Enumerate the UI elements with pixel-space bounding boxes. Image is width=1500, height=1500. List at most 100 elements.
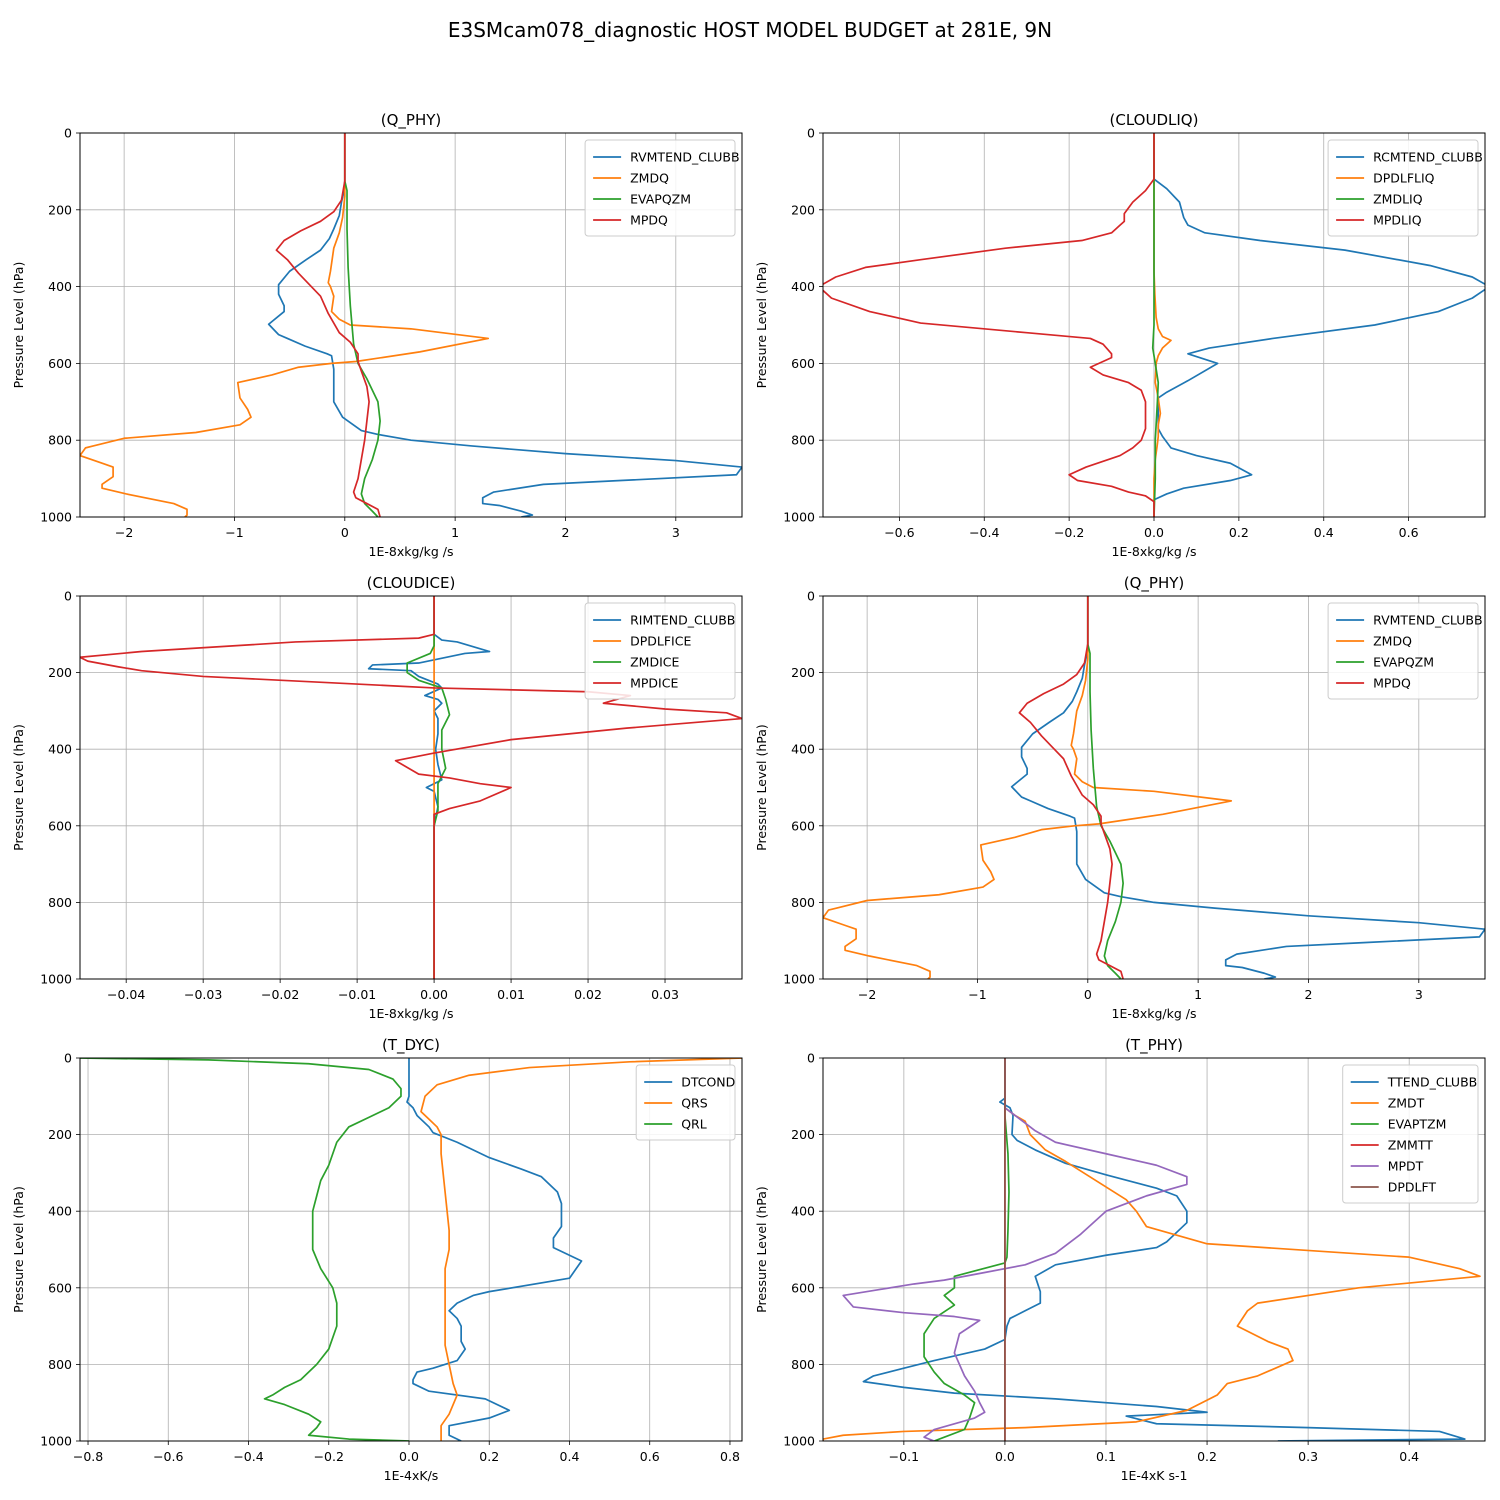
- y-tick-label: 1000: [40, 1434, 72, 1449]
- x-tick-label: 2: [1304, 987, 1312, 1002]
- series-line-ttend-clubb: [862, 1058, 1466, 1441]
- y-tick-label: 600: [791, 1280, 815, 1295]
- y-tick-label: 400: [791, 279, 815, 294]
- legend-label: MPDQ: [1373, 676, 1411, 691]
- legend-label: ZMDICE: [630, 655, 679, 670]
- x-tick-label: −0.4: [233, 1449, 263, 1464]
- legend-label: ZMMTT: [1388, 1138, 1434, 1153]
- y-tick-label: 200: [48, 202, 72, 217]
- legend-box: [1327, 139, 1479, 237]
- series-line-zmdq: [80, 133, 490, 517]
- series-line-qrs: [420, 1058, 742, 1441]
- y-tick-label: 800: [791, 895, 815, 910]
- subplot-4: −2 −1 0 1 2 3 0 200 400 600 800 1000 (Q_PHY) 1E-8xkg/…: [754, 574, 1486, 1021]
- y-tick-label: 600: [791, 356, 815, 371]
- subplot-title: (CLOUDICE): [367, 574, 456, 592]
- y-axis-label: Pressure Level (hPa): [11, 262, 26, 389]
- y-tick-label: 400: [48, 1204, 72, 1219]
- y-tick-label: 800: [48, 1357, 72, 1372]
- subplot-1: −2 −1 0 1 2 3 0 200 400 600 800 1000 (Q_PHY) 1E-8xkg/…: [11, 111, 743, 559]
- x-tick-label: 3: [1415, 987, 1423, 1002]
- x-tick-label: −0.4: [969, 525, 999, 540]
- x-tick-label: −1: [968, 987, 986, 1002]
- series-group: [80, 596, 742, 979]
- series-group: [823, 133, 1485, 517]
- legend-label: TTEND_CLUBB: [1387, 1075, 1478, 1090]
- y-tick-label: 0: [807, 1051, 815, 1066]
- x-tick-label: 1: [1194, 987, 1202, 1002]
- y-tick-label: 400: [48, 279, 72, 294]
- x-tick-label: −0.2: [1054, 525, 1084, 540]
- y-axis-label: Pressure Level (hPa): [754, 262, 769, 389]
- series-line-mpdice: [80, 596, 742, 979]
- legend-label: ZMDQ: [630, 171, 669, 186]
- y-tick-label: 1000: [40, 972, 72, 987]
- legend-label: EVAPQZM: [630, 192, 691, 207]
- series-group: [823, 1058, 1481, 1441]
- series-line-zmdq: [823, 596, 1233, 979]
- series-line-evaptzm: [923, 1058, 1010, 1441]
- legend-label: RVMTEND_CLUBB: [1373, 613, 1482, 628]
- y-tick-label: 800: [48, 433, 72, 448]
- legend: DTCOND QRS QRL: [635, 1064, 736, 1141]
- axes-frame: [822, 1057, 1486, 1442]
- x-tick-label: 0.0: [1144, 525, 1164, 540]
- series-line-zmdt: [823, 1058, 1481, 1441]
- axes-frame: [822, 595, 1486, 980]
- legend-label: QRS: [681, 1096, 708, 1111]
- y-axis-label: Pressure Level (hPa): [11, 1186, 26, 1313]
- x-tick-label: −0.6: [884, 525, 914, 540]
- y-tick-label: 1000: [40, 510, 72, 525]
- series-line-zmdliq: [1151, 133, 1160, 517]
- x-tick-label: −2: [858, 987, 876, 1002]
- subplot-6: −0.1 0.0 0.1 0.2 0.3 0.4 0 200 400 600 800 1000 (T_P…: [754, 1036, 1486, 1483]
- y-tick-label: 0: [807, 589, 815, 604]
- subplot-5: −0.8 −0.6 −0.4 −0.2 0.0 0.2 0.4 0.6 0.8 0 200 400 60…: [11, 1036, 743, 1483]
- legend-label: RVMTEND_CLUBB: [630, 150, 739, 165]
- axes-frame: [79, 595, 743, 980]
- x-tick-label: −0.02: [261, 987, 299, 1002]
- legend-label: QRL: [681, 1117, 707, 1132]
- y-tick-label: 0: [64, 1051, 72, 1066]
- x-tick-label: 0.02: [574, 987, 602, 1002]
- y-tick-label: 600: [48, 356, 72, 371]
- figure-suptitle: E3SMcam078_diagnostic HOST MODEL BUDGET …: [448, 18, 1052, 42]
- y-tick-label: 200: [791, 202, 815, 217]
- y-tick-label: 800: [48, 895, 72, 910]
- y-tick-label: 200: [48, 1127, 72, 1142]
- legend-label: MPDQ: [630, 213, 668, 228]
- x-axis-label: 1E-8xkg/kg /s: [1112, 544, 1197, 559]
- legend-label: MPDICE: [630, 676, 678, 691]
- subplot-3: −0.04 −0.03 −0.02 −0.01 0.00 0.01 0.02 0.03 0 200…: [11, 574, 743, 1021]
- subplot-title: (Q_PHY): [381, 111, 442, 130]
- y-tick-label: 400: [791, 742, 815, 757]
- y-tick-label: 400: [791, 1204, 815, 1219]
- x-tick-label: 0.6: [640, 1449, 660, 1464]
- series-line-qrl: [80, 1058, 410, 1441]
- series-line-rcmtend-clubb: [1153, 133, 1485, 517]
- legend-label: RCMTEND_CLUBB: [1373, 150, 1483, 165]
- x-axis-label: 1E-8xkg/kg /s: [369, 1006, 454, 1021]
- legend-label: DPDLFICE: [630, 634, 691, 649]
- x-tick-label: −0.6: [153, 1449, 183, 1464]
- x-axis-label: 1E-4xK/s: [384, 1468, 439, 1483]
- legend: RVMTEND_CLUBB ZMDQ EVAPQZM MPDQ: [584, 139, 740, 237]
- subplot-2: −0.6 −0.4 −0.2 0.0 0.2 0.4 0.6 0 200 400 600 800 100…: [754, 111, 1486, 559]
- y-tick-label: 600: [48, 818, 72, 833]
- x-tick-label: 0.1: [1096, 1449, 1116, 1464]
- series-line-dtcond: [406, 1058, 583, 1441]
- y-tick-label: 600: [48, 1280, 72, 1295]
- legend-box: [1342, 1064, 1479, 1204]
- y-tick-label: 1000: [783, 510, 815, 525]
- x-tick-label: −1: [225, 525, 243, 540]
- subplot-title: (Q_PHY): [1124, 574, 1185, 593]
- x-tick-label: 0.0: [399, 1449, 419, 1464]
- y-tick-label: 0: [64, 589, 72, 604]
- legend: RIMTEND_CLUBB DPDLFICE ZMDICE MPDICE: [584, 602, 736, 700]
- legend-label: EVAPTZM: [1388, 1117, 1447, 1132]
- x-tick-label: −0.8: [73, 1449, 103, 1464]
- y-tick-label: 0: [807, 126, 815, 141]
- y-axis-label: Pressure Level (hPa): [11, 724, 26, 851]
